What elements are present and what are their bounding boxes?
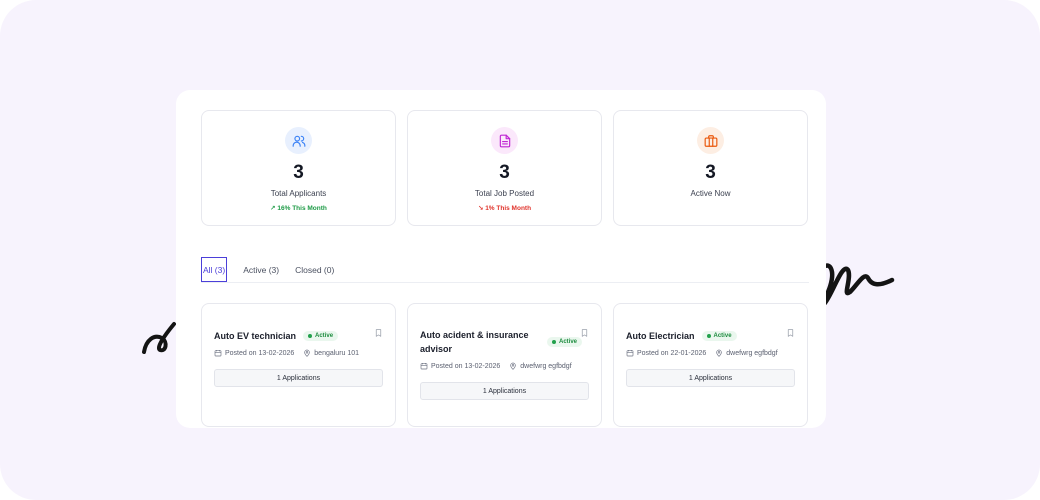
posted-date: Posted on 13-02-2026	[214, 349, 294, 357]
calendar-icon	[214, 350, 222, 357]
stat-label: Active Now	[690, 189, 731, 198]
briefcase-icon	[704, 134, 717, 147]
job-meta: Posted on 13-02-2026 bengaluru 101	[214, 349, 383, 357]
posted-date-text: Posted on 13-02-2026	[431, 362, 501, 370]
stat-value: 3	[705, 162, 716, 183]
posted-date: Posted on 22-01-2026	[626, 349, 706, 357]
map-pin-icon	[304, 349, 310, 357]
job-meta: Posted on 22-01-2026 dwefwrg egfbdgf	[626, 349, 795, 357]
status-label: Active	[713, 333, 732, 339]
status-dot	[308, 334, 313, 338]
bookmark-icon[interactable]	[374, 328, 383, 338]
calendar-icon	[626, 350, 634, 357]
job-title: Auto acident & insurance advisor	[420, 330, 529, 354]
job-card-header: Auto Electrician Active	[626, 329, 795, 343]
status-dot	[552, 340, 556, 344]
job-title: Auto Electrician	[626, 331, 695, 341]
stats-row: 3 Total Applicants ↗ 16% This Month 3 To…	[201, 110, 809, 226]
status-badge: Active	[547, 337, 583, 347]
status-dot	[706, 334, 711, 338]
posted-date-text: Posted on 13-02-2026	[225, 349, 295, 357]
calendar-icon	[420, 363, 428, 370]
applications-button[interactable]: 1 Applications	[420, 382, 589, 400]
tab-closed[interactable]: Closed (0)	[295, 264, 335, 275]
applications-button[interactable]: 1 Applications	[626, 369, 795, 387]
stat-value: 3	[293, 162, 304, 183]
users-icon	[292, 135, 305, 147]
stat-label: Total Job Posted	[474, 189, 535, 198]
map-pin-icon	[510, 362, 516, 370]
status-label: Active	[559, 339, 578, 345]
stat-icon-wrap	[697, 127, 724, 154]
job-card-header: Auto acident & insurance advisor Active	[420, 328, 589, 356]
stat-trend: ↘ 1% This Month	[477, 205, 532, 212]
applications-button[interactable]: 1 Applications	[214, 369, 383, 387]
job-card[interactable]: Auto acident & insurance advisor Active …	[407, 303, 602, 427]
job-location-text: bengaluru 101	[314, 349, 360, 357]
stat-card-total-applicants: 3 Total Applicants ↗ 16% This Month	[201, 110, 396, 226]
posted-date: Posted on 13-02-2026	[420, 362, 500, 370]
stat-label: Total Applicants	[270, 189, 327, 198]
status-badge: Active	[303, 331, 339, 341]
tab-all[interactable]: All (3)	[201, 257, 228, 282]
status-badge: Active	[701, 331, 737, 341]
status-label: Active	[315, 333, 334, 339]
job-card[interactable]: Auto EV technician Active Posted on 13-0…	[201, 303, 396, 427]
stat-card-total-job-posted: 3 Total Job Posted ↘ 1% This Month	[407, 110, 602, 226]
job-location: dwefwrg egfbdgf	[509, 362, 572, 370]
job-location-text: dwefwrg egfbdgf	[726, 349, 778, 357]
stat-icon-wrap	[491, 127, 518, 154]
bookmark-icon[interactable]	[786, 328, 795, 338]
job-cards-row: Auto EV technician Active Posted on 13-0…	[201, 303, 809, 427]
job-location-text: dwefwrg egfbdgf	[520, 362, 572, 370]
map-pin-icon	[716, 349, 722, 357]
job-location: dwefwrg egfbdgf	[715, 349, 778, 357]
job-card-header: Auto EV technician Active	[214, 329, 383, 343]
job-title: Auto EV technician	[214, 331, 297, 341]
stat-value: 3	[499, 162, 510, 183]
job-card[interactable]: Auto Electrician Active Posted on 22-01-…	[613, 303, 808, 427]
bookmark-icon[interactable]	[580, 328, 589, 338]
tab-active[interactable]: Active (3)	[243, 264, 280, 275]
posted-date-text: Posted on 22-01-2026	[637, 349, 707, 357]
job-location: bengaluru 101	[303, 349, 359, 357]
job-filter-tabs: All (3) Active (3) Closed (0)	[201, 257, 809, 283]
stat-icon-wrap	[285, 127, 312, 154]
file-icon	[499, 134, 510, 147]
job-meta: Posted on 13-02-2026 dwefwrg egfbdgf	[420, 362, 589, 370]
stat-trend: ↗ 16% This Month	[270, 205, 327, 212]
stat-card-active-now: 3 Active Now	[613, 110, 808, 226]
dashboard-panel: 3 Total Applicants ↗ 16% This Month 3 To…	[176, 90, 826, 428]
